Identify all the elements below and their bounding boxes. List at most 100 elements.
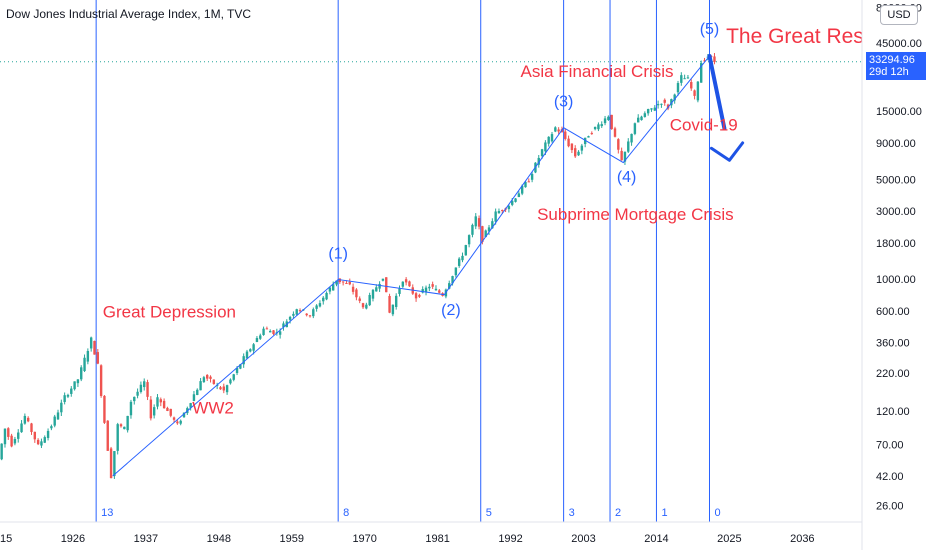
candle-body bbox=[567, 138, 570, 147]
y-axis[interactable]: 80000.0045000.0015000.009000.005000.0030… bbox=[861, 0, 932, 550]
currency-button[interactable]: USD bbox=[880, 5, 918, 25]
candle-body bbox=[693, 90, 696, 96]
candle-body bbox=[156, 397, 159, 407]
candle-body bbox=[448, 283, 451, 289]
y-tick-label: 9000.00 bbox=[876, 138, 916, 150]
candle-body bbox=[282, 323, 285, 328]
candle-body bbox=[245, 351, 249, 359]
candle-body bbox=[428, 286, 431, 289]
candle-body bbox=[133, 396, 136, 402]
y-tick-label: 70.00 bbox=[876, 439, 904, 451]
candle-body bbox=[676, 83, 680, 93]
candle-body bbox=[126, 415, 129, 431]
wave-label: (5) bbox=[700, 21, 720, 38]
candle-body bbox=[378, 283, 381, 289]
candle-body bbox=[633, 123, 637, 134]
y-tick-label: 3000.00 bbox=[876, 206, 916, 218]
vertical-lines: 13 8 5 3 2 1 0 bbox=[0, 0, 862, 522]
candle-body bbox=[355, 289, 358, 298]
candle-body bbox=[351, 286, 355, 292]
candle-body bbox=[272, 330, 275, 335]
candle-body bbox=[76, 379, 80, 384]
candle-body bbox=[451, 276, 454, 284]
candle-body bbox=[322, 297, 325, 302]
candle-body bbox=[570, 143, 574, 151]
candle-body bbox=[30, 423, 33, 432]
event-annotation: WW2 bbox=[192, 398, 234, 417]
y-tick-label: 1800.00 bbox=[876, 238, 916, 250]
candle-body bbox=[368, 295, 371, 306]
candle-body bbox=[517, 193, 521, 198]
candle-body bbox=[331, 284, 335, 291]
cycle-count-label: 1 bbox=[661, 507, 667, 519]
candle-body bbox=[617, 139, 620, 150]
candle-body bbox=[421, 289, 424, 293]
candle-body bbox=[491, 221, 494, 229]
candle-body bbox=[335, 280, 338, 285]
candle-body bbox=[169, 408, 172, 416]
candle-body bbox=[680, 75, 683, 83]
candle-body bbox=[660, 103, 663, 105]
y-axis-background bbox=[862, 0, 932, 550]
candle-body bbox=[176, 421, 179, 424]
candle-body bbox=[527, 181, 531, 183]
cycle-count-label: 13 bbox=[101, 507, 113, 519]
candle-body bbox=[511, 200, 514, 205]
candle-body bbox=[182, 412, 186, 418]
y-tick-label: 5000.00 bbox=[876, 174, 916, 186]
candle-body bbox=[434, 288, 438, 291]
cycle-count-label: 2 bbox=[615, 507, 621, 519]
candle-body bbox=[696, 81, 700, 101]
candle-body bbox=[457, 258, 461, 266]
candle-body bbox=[70, 388, 73, 394]
candle-body bbox=[474, 216, 477, 227]
candle-body bbox=[477, 218, 481, 227]
candle-body bbox=[50, 426, 53, 429]
event-annotation: Great Depression bbox=[103, 302, 236, 321]
y-tick-label: 42.00 bbox=[876, 471, 904, 483]
candle-body bbox=[394, 295, 398, 307]
candle-body bbox=[663, 99, 666, 103]
candle-body bbox=[610, 114, 613, 130]
wave-label: (1) bbox=[328, 245, 348, 262]
candle-body bbox=[196, 389, 199, 396]
candle-body bbox=[554, 127, 557, 132]
candle-body bbox=[129, 401, 133, 416]
candle-body bbox=[113, 451, 116, 477]
candle-body bbox=[418, 294, 421, 297]
candle-body bbox=[222, 386, 225, 391]
candle-body bbox=[650, 108, 653, 110]
candle-body bbox=[700, 63, 703, 83]
candle-body bbox=[507, 206, 511, 210]
candle-body bbox=[206, 374, 209, 379]
candle-body bbox=[544, 142, 547, 152]
candle-body bbox=[593, 126, 597, 130]
candle-body bbox=[481, 226, 484, 242]
x-tick-label: 1915 bbox=[0, 533, 12, 545]
candle-body bbox=[86, 350, 90, 362]
candle-body bbox=[577, 151, 580, 156]
candle-body bbox=[673, 94, 676, 101]
candle-body bbox=[60, 402, 63, 413]
candle-body bbox=[530, 174, 534, 180]
chart-labels: (1) (2) (3) (4) (5) The Great Reset Asia Finan… bbox=[103, 21, 882, 417]
candle-body bbox=[620, 150, 623, 161]
y-tick-label: 26.00 bbox=[876, 501, 904, 513]
candle-body bbox=[232, 374, 235, 380]
candle-body bbox=[381, 278, 385, 281]
candle-body bbox=[325, 292, 328, 300]
candle-body bbox=[341, 281, 345, 283]
candle-body bbox=[103, 395, 106, 423]
candle-body bbox=[653, 107, 656, 111]
candle-body bbox=[315, 305, 318, 309]
candle-body bbox=[123, 426, 126, 430]
y-tick-label: 220.00 bbox=[876, 368, 910, 380]
candle-body bbox=[225, 385, 229, 393]
candle-body bbox=[116, 424, 119, 451]
candle-body bbox=[192, 394, 196, 401]
candle-body bbox=[361, 303, 365, 308]
candle-body bbox=[640, 116, 643, 121]
candle-body bbox=[149, 399, 153, 419]
candle-body bbox=[348, 281, 351, 285]
